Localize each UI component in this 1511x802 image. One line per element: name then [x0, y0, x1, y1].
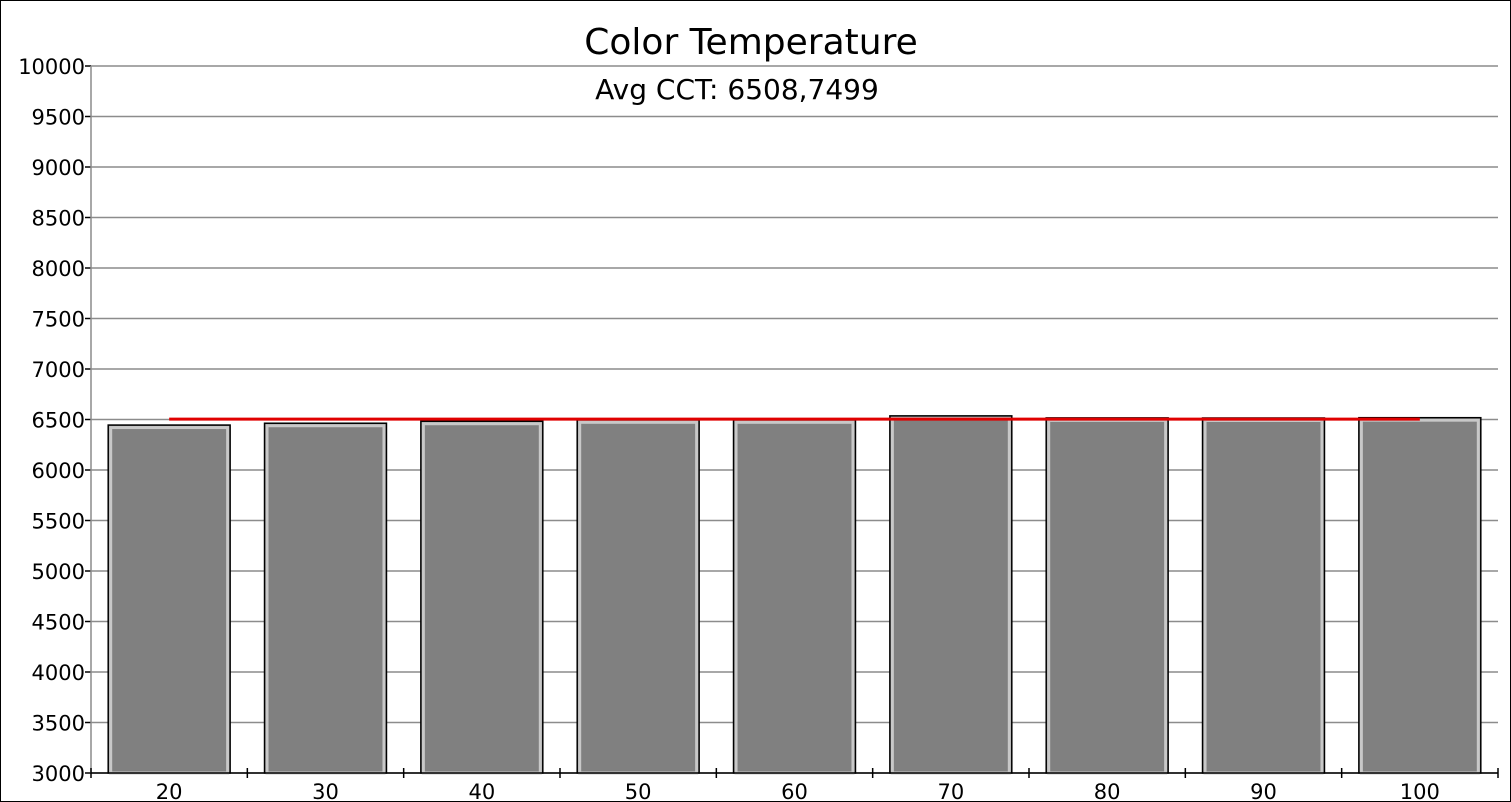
bar — [1358, 416, 1482, 775]
bar — [889, 415, 1013, 775]
bar-fill — [1359, 418, 1480, 775]
bar-fill — [265, 424, 386, 775]
y-tick-label: 9000 — [32, 156, 85, 180]
x-tick-label: 80 — [1094, 780, 1121, 801]
x-tick-label: 100 — [1400, 780, 1440, 801]
bar — [1045, 417, 1169, 775]
x-tick-label: 20 — [156, 780, 183, 801]
bar — [420, 420, 544, 775]
y-tick-label: 4000 — [32, 661, 85, 685]
bar-fill — [578, 420, 699, 775]
bar-fill — [1047, 418, 1168, 775]
x-tick-label: 50 — [625, 780, 652, 801]
axes: 3000 3500 4000 4500 5000 5500 6000 6500 7000 7500… — [18, 55, 1499, 801]
y-tick-label: 7000 — [32, 358, 85, 382]
bar-fill — [421, 422, 542, 775]
chart-title: Color Temperature — [584, 22, 917, 63]
y-tick-label: 5000 — [32, 560, 85, 584]
x-tick-label: 70 — [937, 780, 964, 801]
bar-fill — [1203, 418, 1324, 775]
x-tick-label: 60 — [781, 780, 808, 801]
x-tick-label: 30 — [312, 780, 339, 801]
bars — [107, 415, 1482, 775]
y-tick-label: 7500 — [32, 308, 85, 332]
y-tick-label: 6000 — [32, 459, 85, 483]
bar — [107, 424, 231, 775]
y-tick-label: 3500 — [32, 712, 85, 736]
bar-fill — [890, 416, 1011, 775]
y-tick-label: 8500 — [32, 207, 85, 231]
bar — [263, 422, 388, 775]
bar — [576, 419, 700, 775]
x-tick-label: 40 — [468, 780, 495, 801]
y-tick-label: 5500 — [32, 510, 85, 534]
bar — [732, 419, 857, 775]
bar — [1201, 417, 1326, 775]
bar-fill — [109, 426, 230, 775]
x-tick-label: 90 — [1250, 780, 1277, 801]
y-tick-label: 4500 — [32, 611, 85, 635]
y-tick-label: 6500 — [32, 409, 85, 433]
chart-subtitle: Avg CCT: 6508,7499 — [595, 73, 879, 106]
y-tick-label: 9500 — [32, 106, 85, 130]
y-tick-label: 8000 — [32, 257, 85, 281]
bar-fill — [734, 420, 855, 775]
y-tick-label: 10000 — [18, 55, 85, 79]
y-tick-label: 3000 — [32, 762, 85, 786]
